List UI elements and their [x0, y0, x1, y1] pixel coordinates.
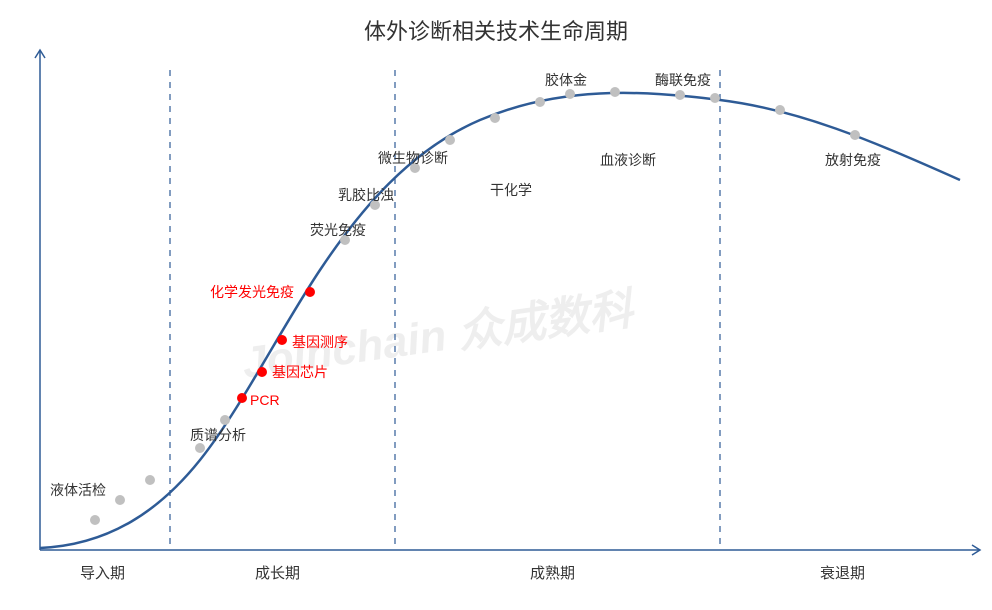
phase-label: 导入期 — [80, 562, 125, 583]
tech-label: 乳胶比浊 — [338, 185, 394, 205]
tech-label: 干化学 — [490, 180, 532, 200]
lifecycle-chart — [0, 0, 992, 610]
tech-label: 化学发光免疫 — [210, 282, 294, 302]
tech-label: 液体活检 — [50, 480, 106, 500]
tech-label: 微生物诊断 — [378, 148, 448, 168]
phase-label: 成熟期 — [530, 562, 575, 583]
tech-label: 酶联免疫 — [655, 70, 711, 90]
phase-label: 成长期 — [255, 562, 300, 583]
tech-label: 血液诊断 — [600, 150, 656, 170]
tech-label: PCR — [250, 392, 280, 408]
tech-label: 胶体金 — [545, 70, 587, 90]
phase-label: 衰退期 — [820, 562, 865, 583]
tech-label: 放射免疫 — [825, 150, 881, 170]
tech-label: 基因芯片 — [272, 362, 328, 382]
tech-label: 质谱分析 — [190, 425, 246, 445]
tech-label: 基因测序 — [292, 332, 348, 352]
tech-label: 荧光免疫 — [310, 220, 366, 240]
